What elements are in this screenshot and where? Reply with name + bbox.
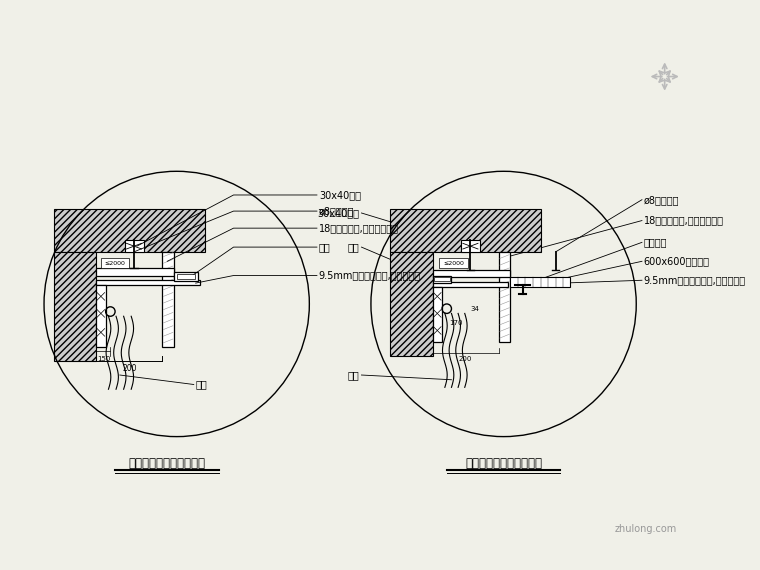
Bar <box>53 252 97 361</box>
Text: 窗帘: 窗帘 <box>195 380 207 389</box>
Bar <box>435 278 450 281</box>
Text: 150: 150 <box>97 356 110 362</box>
Text: 600x600矿棉吸板: 600x600矿棉吸板 <box>644 256 710 266</box>
Bar <box>125 241 144 252</box>
Bar <box>499 252 510 342</box>
Text: zhulong.com: zhulong.com <box>615 523 677 534</box>
Bar <box>432 282 508 287</box>
Bar <box>439 258 467 268</box>
Text: ≤2000: ≤2000 <box>443 260 464 266</box>
Bar <box>432 270 510 278</box>
Text: 18厚细木工板,防腐防火处理: 18厚细木工板,防腐防火处理 <box>318 223 399 233</box>
Bar <box>97 285 106 347</box>
Text: 9.5mm厚石膏板吊顶,白色乳胶漆: 9.5mm厚石膏板吊顶,白色乳胶漆 <box>644 275 746 285</box>
Bar <box>53 209 205 252</box>
Text: 200: 200 <box>459 356 473 362</box>
Bar <box>390 209 541 252</box>
Bar <box>432 287 442 342</box>
Text: 槽道: 槽道 <box>348 242 359 252</box>
Text: ø8镀锌吊杆: ø8镀锌吊杆 <box>318 206 354 216</box>
Text: ≤2000: ≤2000 <box>105 260 125 266</box>
Text: ø8镀锌吊杆: ø8镀锌吊杆 <box>644 195 679 205</box>
Text: 槽道: 槽道 <box>318 242 331 252</box>
Text: 34: 34 <box>470 306 480 312</box>
Bar <box>163 252 174 347</box>
Text: 9.5mm厚石膏板吊顶,白色乳胶漆: 9.5mm厚石膏板吊顶,白色乳胶漆 <box>318 271 421 280</box>
Text: 窗帘: 窗帘 <box>348 370 359 380</box>
Bar <box>97 268 174 275</box>
Bar <box>174 272 198 281</box>
Bar <box>510 278 570 287</box>
Text: 30x40木方: 30x40木方 <box>318 208 359 218</box>
Text: 30x40木方: 30x40木方 <box>318 190 361 200</box>
Text: 石膏板吊顶窗帘盒剖面图: 石膏板吊顶窗帘盒剖面图 <box>128 457 206 470</box>
Text: 18厚细木工板,防腐防火处理: 18厚细木工板,防腐防火处理 <box>644 215 724 226</box>
Text: 200: 200 <box>122 364 137 373</box>
Bar <box>461 241 480 252</box>
Bar <box>432 275 451 283</box>
Bar <box>176 274 195 279</box>
Text: 矿棉板吊顶窗帘盒剖面图: 矿棉板吊顶窗帘盒剖面图 <box>465 457 542 470</box>
Text: 轻钢龙骨: 轻钢龙骨 <box>644 237 667 247</box>
Bar <box>101 258 129 268</box>
Bar <box>97 280 201 285</box>
Text: 170: 170 <box>449 320 463 326</box>
Bar <box>390 252 432 356</box>
